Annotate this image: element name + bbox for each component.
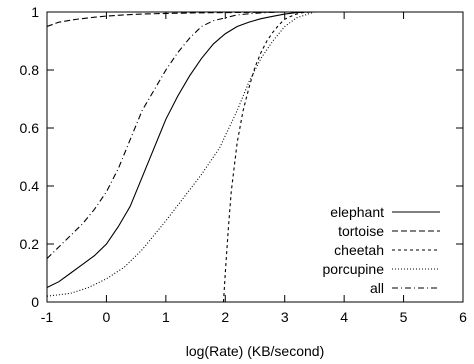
x-tick-label: 0 bbox=[103, 309, 111, 325]
y-tick-label: 0 bbox=[31, 294, 39, 310]
axis-ticks bbox=[46, 11, 464, 303]
series-line-all bbox=[47, 12, 463, 259]
series-line-cheetah bbox=[222, 12, 463, 302]
legend-label-cheetah: cheetah bbox=[334, 242, 384, 258]
legend-label-elephant: elephant bbox=[330, 204, 384, 220]
x-tick-label: 4 bbox=[340, 309, 348, 325]
plot-area bbox=[46, 11, 464, 303]
y-tick-label: 0.4 bbox=[20, 178, 40, 194]
x-tick-label: 2 bbox=[221, 309, 229, 325]
series-line-tortoise bbox=[47, 12, 463, 28]
x-tick-label: 5 bbox=[400, 309, 408, 325]
legend-label-all: all bbox=[370, 280, 384, 296]
x-tick-label: -1 bbox=[41, 309, 54, 325]
x-tick-label: 1 bbox=[162, 309, 170, 325]
series-line-elephant bbox=[47, 12, 463, 288]
legend-label-tortoise: tortoise bbox=[338, 223, 384, 239]
y-tick-label: 0.6 bbox=[20, 120, 40, 136]
series-lines bbox=[47, 12, 463, 302]
x-tick-label: 6 bbox=[459, 309, 467, 325]
x-tick-label: 3 bbox=[281, 309, 289, 325]
series-line-porcupine bbox=[47, 12, 463, 297]
y-tick-label: 1 bbox=[31, 4, 39, 20]
x-axis-label: log(Rate) (KB/second) bbox=[186, 343, 325, 359]
y-tick-label: 0.2 bbox=[20, 236, 40, 252]
y-tick-label: 0.8 bbox=[20, 62, 40, 78]
plot-frame bbox=[46, 11, 464, 303]
legend: elephant tortoise cheetah porcupine all bbox=[323, 204, 440, 296]
legend-label-porcupine: porcupine bbox=[323, 261, 385, 277]
tick-labels: -1 0 1 2 3 4 5 600.20.40.60.81 bbox=[20, 4, 468, 325]
